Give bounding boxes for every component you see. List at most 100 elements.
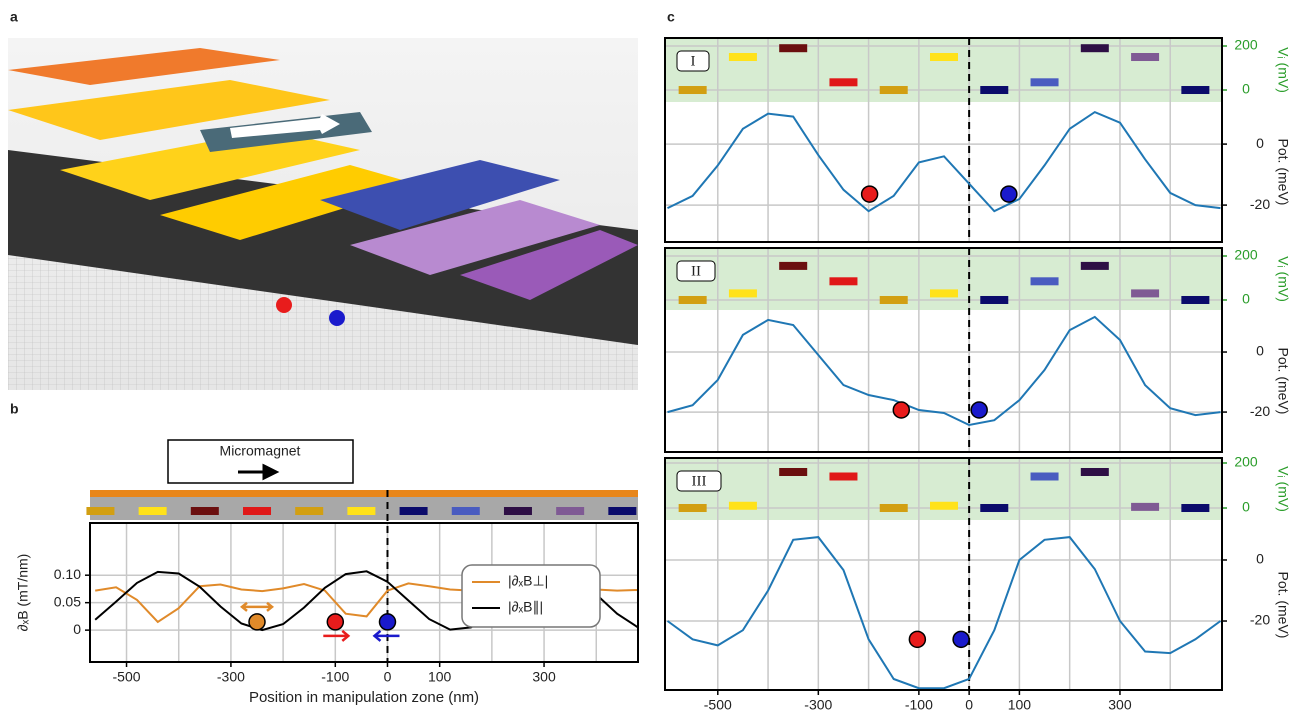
gate-voltage xyxy=(980,504,1008,512)
gate-voltage xyxy=(980,296,1008,304)
spin-blue xyxy=(329,310,345,326)
gate-voltage xyxy=(1181,504,1209,512)
gate-voltage xyxy=(829,472,857,480)
gate-voltage xyxy=(347,507,375,515)
x-tick-label: -500 xyxy=(113,669,141,685)
motion-arrow xyxy=(242,603,272,611)
y2-tick-label: 0 xyxy=(1242,499,1250,515)
gate-voltage xyxy=(1081,468,1109,476)
x-tick-label: -100 xyxy=(905,697,933,713)
gate-voltage xyxy=(1131,289,1159,297)
particle xyxy=(379,614,395,630)
gate-voltage xyxy=(243,507,271,515)
y-tick-label: 0.05 xyxy=(54,593,81,609)
x-tick-label: 0 xyxy=(384,669,392,685)
gate-voltage xyxy=(1031,78,1059,86)
gate-voltage xyxy=(779,262,807,270)
gate-voltage xyxy=(980,86,1008,94)
gate-voltage xyxy=(880,86,908,94)
panel-label: a xyxy=(10,9,18,25)
x-tick-label: 300 xyxy=(1108,697,1132,713)
particle xyxy=(249,614,265,630)
series-line xyxy=(668,112,1221,211)
y-tick-label: 0.10 xyxy=(54,566,81,582)
legend-label: |∂ₓB∥| xyxy=(508,599,543,615)
y-axis-label: Pot. (meV) xyxy=(1275,348,1291,415)
legend-label: |∂ₓB⊥| xyxy=(508,573,548,589)
gate-voltage xyxy=(679,86,707,94)
gate-voltage xyxy=(295,507,323,515)
x-tick-label: 0 xyxy=(965,697,973,713)
gate-voltage xyxy=(729,502,757,510)
particle xyxy=(327,614,343,630)
gate-voltage xyxy=(1081,262,1109,270)
x-tick-label: -500 xyxy=(704,697,732,713)
y-tick-label: 0 xyxy=(1256,551,1264,567)
y2-axis-label: Vᵢ (mV) xyxy=(1275,256,1291,302)
x-tick-label: -300 xyxy=(217,669,245,685)
x-tick-label: -100 xyxy=(321,669,349,685)
subplot-label: III xyxy=(692,473,707,489)
gate-voltage xyxy=(1031,472,1059,480)
gate-voltage xyxy=(679,296,707,304)
y-tick-label: 0 xyxy=(1256,135,1264,151)
gate-voltage xyxy=(504,507,532,515)
particle xyxy=(893,402,909,418)
gate-voltage xyxy=(1181,86,1209,94)
particle xyxy=(1001,186,1017,202)
x-tick-label: -300 xyxy=(804,697,832,713)
gate-voltage xyxy=(1131,53,1159,61)
y-axis-label: Pot. (meV) xyxy=(1275,139,1291,206)
figure: a b 0 0.05 0.10 ∂ₓB (mT/nm) -500 -300 -100 0 100 3… xyxy=(0,0,1298,718)
subplot-label: II xyxy=(691,263,701,279)
particle xyxy=(862,186,878,202)
y-axis-label: ∂ₓB (mT/nm) xyxy=(15,554,31,632)
gate-voltage xyxy=(829,78,857,86)
gate-voltage xyxy=(779,468,807,476)
gate-voltage xyxy=(556,507,584,515)
gate-voltage xyxy=(930,289,958,297)
gate-voltage xyxy=(139,507,167,515)
particle xyxy=(909,631,925,647)
gate-voltage xyxy=(930,53,958,61)
y2-axis-label: Vᵢ (mV) xyxy=(1275,47,1291,93)
y2-tick-label: 200 xyxy=(1234,247,1258,263)
gate-voltage xyxy=(191,507,219,515)
gate-voltage xyxy=(1081,44,1109,52)
panel-label: b xyxy=(10,401,19,417)
y-tick-label: -20 xyxy=(1250,612,1270,628)
y-tick-label: 0 xyxy=(73,621,81,637)
voltage-band xyxy=(665,38,1222,102)
particle xyxy=(953,631,969,647)
y-axis-label: Pot. (meV) xyxy=(1275,572,1291,639)
gate-voltage xyxy=(86,507,114,515)
x-tick-label: 100 xyxy=(1008,697,1032,713)
x-axis-label: Position in manipulation zone (nm) xyxy=(249,689,479,706)
gate-voltage xyxy=(880,504,908,512)
gate-voltage xyxy=(1181,296,1209,304)
particle xyxy=(971,402,987,418)
gate-voltage xyxy=(829,277,857,285)
magnet-strip xyxy=(90,490,638,497)
gate-voltage xyxy=(400,507,428,515)
gate-voltage xyxy=(779,44,807,52)
annotation: Micromagnet xyxy=(220,443,301,459)
render-3d xyxy=(8,38,638,390)
y-tick-label: 0 xyxy=(1256,343,1264,359)
gate-voltage xyxy=(1031,277,1059,285)
gate-voltage xyxy=(679,504,707,512)
y2-tick-label: 0 xyxy=(1242,81,1250,97)
spin-red xyxy=(276,297,292,313)
gate-voltage xyxy=(930,502,958,510)
gate-voltage xyxy=(729,289,757,297)
y2-tick-label: 0 xyxy=(1242,291,1250,307)
gate-voltage xyxy=(608,507,636,515)
x-tick-label: 100 xyxy=(428,669,452,685)
y-tick-label: -20 xyxy=(1250,196,1270,212)
y-tick-label: -20 xyxy=(1250,403,1270,419)
x-tick-label: 300 xyxy=(532,669,556,685)
y2-tick-label: 200 xyxy=(1234,37,1258,53)
gate-voltage xyxy=(452,507,480,515)
y2-axis-label: Vᵢ (mV) xyxy=(1275,466,1291,512)
gate-voltage xyxy=(880,296,908,304)
